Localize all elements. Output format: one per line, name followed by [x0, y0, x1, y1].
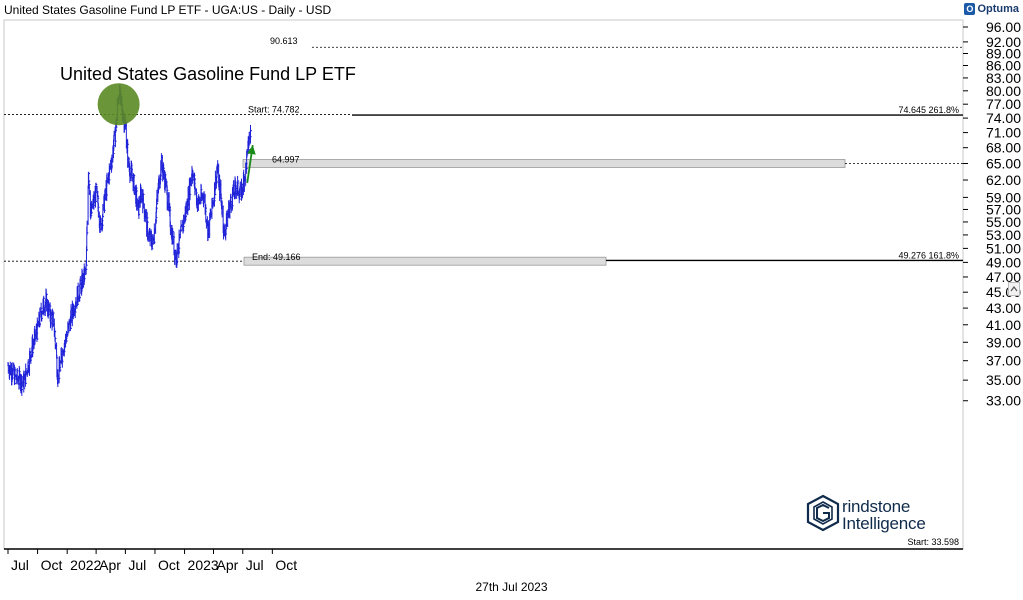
resistance-zone — [242, 159, 846, 168]
x-tick-label: Oct — [41, 557, 63, 573]
y-tick-label: 53.00 — [986, 227, 1021, 243]
logo-line-1: rindstone — [842, 497, 911, 516]
label-start-33598: Start: 33.598 — [907, 537, 959, 547]
x-tick-label: Apr — [217, 557, 239, 573]
footer-date: 27th Jul 2023 — [475, 580, 548, 594]
logo-line-2: Intelligence — [842, 514, 926, 533]
x-tick-label: Apr — [99, 557, 121, 573]
y-tick-label: 37.00 — [986, 353, 1021, 369]
up-arrowhead-icon — [247, 145, 256, 155]
brand-name: Optuma — [977, 3, 1019, 15]
y-tick-label: 39.00 — [986, 334, 1021, 350]
y-tick-label: 51.00 — [986, 240, 1021, 256]
grindstone-logo-text: rindstone Intelligence — [842, 498, 926, 532]
y-tick-label: 33.00 — [986, 393, 1021, 409]
y-tick-label: 71.00 — [986, 125, 1021, 141]
y-tick-label: 92.00 — [986, 34, 1021, 50]
y-tick-label: 77.00 — [986, 96, 1021, 112]
label-64997: 64.997 — [272, 155, 300, 165]
scroll-arrow-icon[interactable] — [1008, 282, 1020, 296]
label-161: 49.276 161.8% — [898, 250, 959, 260]
y-tick-label: 65.00 — [986, 155, 1021, 171]
y-tick-label: 41.00 — [986, 317, 1021, 333]
y-tick-label: 68.00 — [986, 140, 1021, 156]
y-tick-label: 35.00 — [986, 372, 1021, 388]
x-tick-label: Jul — [11, 557, 29, 573]
x-tick-label: Oct — [158, 557, 180, 573]
overlay-title: United States Gasoline Fund LP ETF — [60, 64, 356, 84]
label-90613: 90.613 — [270, 36, 298, 46]
y-tick-label: 43.00 — [986, 300, 1021, 316]
brand-logo: O Optuma — [964, 3, 1019, 15]
peak-highlight-circle — [97, 83, 140, 126]
y-tick-label: 96.00 — [986, 19, 1021, 35]
x-tick-label: Jul — [128, 557, 146, 573]
x-tick-label: Oct — [275, 557, 297, 573]
y-tick-label: 86.00 — [986, 58, 1021, 74]
y-tick-label: 59.00 — [986, 189, 1021, 205]
y-tick-label: 57.00 — [986, 201, 1021, 217]
label-end-49166: End: 49.166 — [252, 252, 301, 262]
y-tick-label: 47.00 — [986, 269, 1021, 285]
x-tick-label: 2023 — [188, 557, 219, 573]
chart-header: United States Gasoline Fund LP ETF - UGA… — [0, 0, 1023, 20]
label-261: 74.645 261.8% — [898, 105, 959, 115]
price-bars — [7, 83, 252, 396]
label-start-74782: Start: 74.782 — [248, 104, 300, 114]
y-tick-label: 89.00 — [986, 45, 1021, 61]
y-tick-label: 62.00 — [986, 172, 1021, 188]
y-tick-label: 74.00 — [986, 110, 1021, 126]
y-tick-label: 80.00 — [986, 83, 1021, 99]
x-tick-label: Jul — [246, 557, 264, 573]
chart-title: United States Gasoline Fund LP ETF - UGA… — [4, 3, 332, 17]
optuma-icon: O — [964, 3, 976, 15]
y-tick-label: 83.00 — [986, 70, 1021, 86]
support-zone — [243, 256, 607, 266]
y-tick-label: 49.00 — [986, 254, 1021, 270]
x-tick-label: 2022 — [70, 557, 101, 573]
y-tick-label: 55.00 — [986, 214, 1021, 230]
plot-frame — [3, 19, 964, 550]
grindstone-logo-icon — [806, 494, 840, 532]
